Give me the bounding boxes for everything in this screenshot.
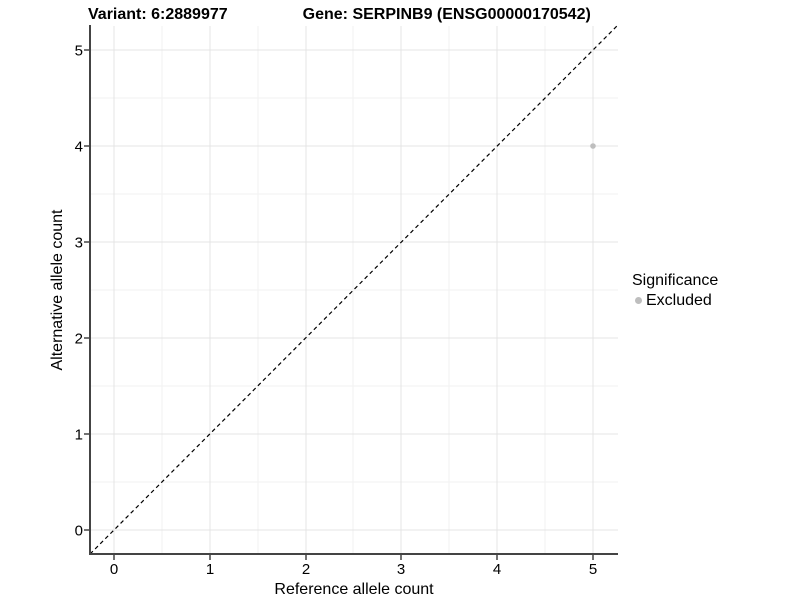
x-tick-label: 0 [110, 561, 118, 578]
x-tick-label: 5 [589, 561, 597, 578]
x-tick-label: 4 [493, 561, 501, 578]
y-tick-labels: 0 1 2 3 4 5 [75, 43, 83, 540]
grid-major-lines [90, 26, 618, 554]
y-tick-label: 4 [75, 139, 83, 156]
axis-lines [89, 25, 618, 555]
x-tick-label: 1 [206, 561, 214, 578]
legend-key-dot-icon [635, 297, 642, 304]
y-tick-label: 2 [75, 331, 83, 348]
grid-minor-lines [90, 26, 618, 554]
y-tick-label: 0 [75, 523, 83, 540]
legend-title: Significance [632, 272, 719, 289]
plot-title: Variant: 6:2889977 Gene: SERPINB9 (ENSG0… [88, 6, 591, 24]
y-tick-label: 3 [75, 235, 83, 252]
x-tick-label: 3 [397, 561, 405, 578]
x-tick-labels: 0 1 2 3 4 5 [110, 561, 597, 578]
legend-item-excluded: Excluded [632, 292, 718, 309]
identity-reference-line [89, 25, 618, 555]
legend-item-label: Excluded [646, 292, 712, 309]
legend: Significance Excluded [632, 272, 718, 309]
y-tick-label: 1 [75, 427, 83, 444]
x-axis-title: Reference allele count [274, 581, 434, 598]
gene-title: Gene: SERPINB9 (ENSG00000170542) [302, 6, 591, 23]
x-tick-label: 2 [302, 561, 310, 578]
variant-title: Variant: 6:2889977 [88, 6, 228, 23]
y-tick-label: 5 [75, 43, 83, 60]
data-point-excluded [590, 143, 596, 149]
y-axis-title: Alternative allele count [49, 209, 66, 371]
tick-marks [84, 49, 594, 560]
